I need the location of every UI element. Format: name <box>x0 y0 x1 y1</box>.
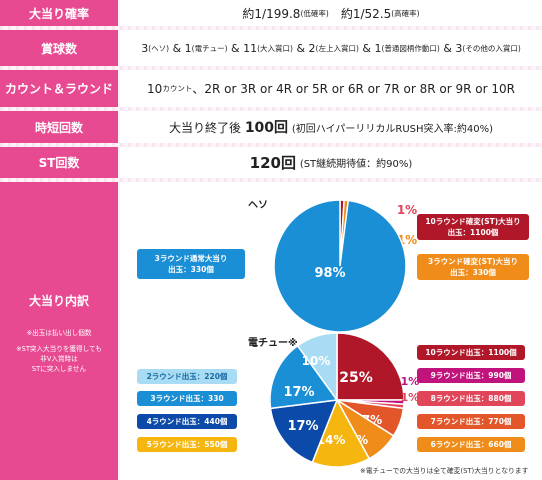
denchu-box-5r: 5ラウンド出玉：550個 <box>137 437 237 452</box>
pie-slice-label: 1% <box>397 203 417 217</box>
payout-label: 賞球数 <box>0 30 118 66</box>
pie-slice <box>269 399 339 464</box>
pie-slice <box>311 398 371 468</box>
footnote: ※電チューでの大当りは全て確変(ST)大当りとなります <box>360 467 529 475</box>
pie-slice-label: 1% <box>401 375 420 388</box>
heso-title: ヘソ <box>248 200 268 211</box>
pie-slice <box>336 332 405 401</box>
payout-value: 3 (ヘソ) & 1 (電チュー) & 11 (大入賞口) & 2 (左上入賞口) & … <box>120 30 542 66</box>
denchu-title: 電チュー※ <box>248 338 298 349</box>
pie-slice-label: 17% <box>283 385 314 400</box>
payout-num: 1 <box>184 41 192 55</box>
count-round-value: 10 カウント 、2R or 3R or 4R or 5R or 6R or 7R … <box>120 70 542 107</box>
high-prob-note: (高確率) <box>391 8 420 18</box>
rounds-text: 、2R or 3R or 4R or 5R or 6R or 7R or 8R … <box>192 82 515 96</box>
denchu-box-10r: 10ラウンド出玉：1100個 <box>417 345 525 360</box>
payout-num: 1 <box>374 41 382 55</box>
st-count-label: ST回数 <box>0 147 118 178</box>
payout-row: 賞球数 3 (ヘソ) & 1 (電チュー) & 11 (大入賞口) & 2 (左上入賞口… <box>0 30 542 66</box>
note-2b: 非V入賞時は <box>40 355 78 363</box>
pie-slice-label: 17% <box>287 419 318 434</box>
note-2a: ※ST突入大当りを獲得しても <box>16 345 102 353</box>
time-short-prefix: 大当り終了後 <box>168 120 241 135</box>
pie-slice <box>269 344 339 410</box>
heso-box-3r: 3ラウンド確変(ST)大当り 出玉：330個 <box>417 254 529 280</box>
pie-slice-label: 25% <box>339 370 373 386</box>
heso-box-normal: 3ラウンド通常大当り 出玉：330個 <box>137 249 245 279</box>
payout-note: (電チュー) <box>191 43 228 53</box>
payout-num: 3 <box>455 41 463 55</box>
time-short-note: (初回ハイパーリリカルRUSH突入率:約40%) <box>291 123 494 135</box>
pie-slice-label: 1% <box>401 391 420 404</box>
time-short-count: 100回 <box>244 120 289 136</box>
payout-note: (普通図柄作動口) <box>381 43 440 53</box>
denchu-box-4r: 4ラウンド出玉：440個 <box>137 414 237 429</box>
breakdown-title: 大当り内訳 <box>28 294 89 308</box>
st-count-value: 120回 (ST継続期待値：約90%) <box>120 147 542 178</box>
st-note: (ST継続期待値：約90%) <box>299 159 413 170</box>
jackpot-probability-row: 大当り確率 約1/199.8 (低確率) 約1/52.5 (高確率) <box>0 0 542 26</box>
payout-num: 3 <box>141 41 149 55</box>
denchu-box-2r: 2ラウンド出玉：220個 <box>137 369 237 384</box>
payout-note: (大入賞口) <box>257 43 293 53</box>
pie-slice-label: 10% <box>302 354 331 368</box>
count-num: 10 <box>147 81 163 96</box>
count-round-row: カウント＆ラウンド 10 カウント 、2R or 3R or 4R or 5R or… <box>0 70 542 107</box>
time-short-label: 時短回数 <box>0 111 118 143</box>
denchu-box-6r: 6ラウンド出玉：660個 <box>417 437 525 452</box>
low-prob: 約1/199.8 <box>242 6 301 21</box>
pie-slice-label: 98% <box>314 266 345 281</box>
note-1: ※出玉は払い出し個数 <box>26 329 92 337</box>
count-unit: カウント <box>162 84 193 93</box>
high-prob: 約1/52.5 <box>340 6 392 21</box>
breakdown-label-panel <box>0 182 118 480</box>
denchu-box-7r: 7ラウンド出玉：770個 <box>417 414 525 429</box>
time-short-row: 時短回数 大当り終了後 100回 (初回ハイパーリリカルRUSH突入率:約40%… <box>0 111 542 143</box>
payout-note: (ヘソ) <box>148 43 170 53</box>
pie-slice-label: 14% <box>317 433 346 447</box>
jackpot-probability-label: 大当り確率 <box>0 0 118 26</box>
payout-note: (その他の入賞口) <box>462 43 521 53</box>
pie-slice <box>273 199 407 333</box>
jackpot-probability-value: 約1/199.8 (低確率) 約1/52.5 (高確率) <box>120 0 542 26</box>
payout-num: 2 <box>308 41 316 55</box>
st-count-row: ST回数 120回 (ST継続期待値：約90%) <box>0 147 542 178</box>
payout-note: (左上入賞口) <box>315 43 359 53</box>
note-2c: STに突入しません <box>31 365 87 373</box>
count-round-label: カウント＆ラウンド <box>0 70 118 107</box>
time-short-value: 大当り終了後 100回 (初回ハイパーリリカルRUSH突入率:約40%) <box>120 111 542 143</box>
heso-box-10r: 10ラウンド確変(ST)大当り 出玉：1100個 <box>417 214 529 240</box>
payout-num: 11 <box>243 41 258 55</box>
denchu-box-9r: 9ラウンド出玉：990個 <box>417 368 525 383</box>
denchu-box-3r: 3ラウンド出玉：330 <box>137 391 237 406</box>
pie-slice <box>296 332 338 403</box>
low-prob-note: (低確率) <box>300 8 329 18</box>
st-count: 120回 <box>249 154 296 172</box>
denchu-box-8r: 8ラウンド出玉：880個 <box>417 391 525 406</box>
